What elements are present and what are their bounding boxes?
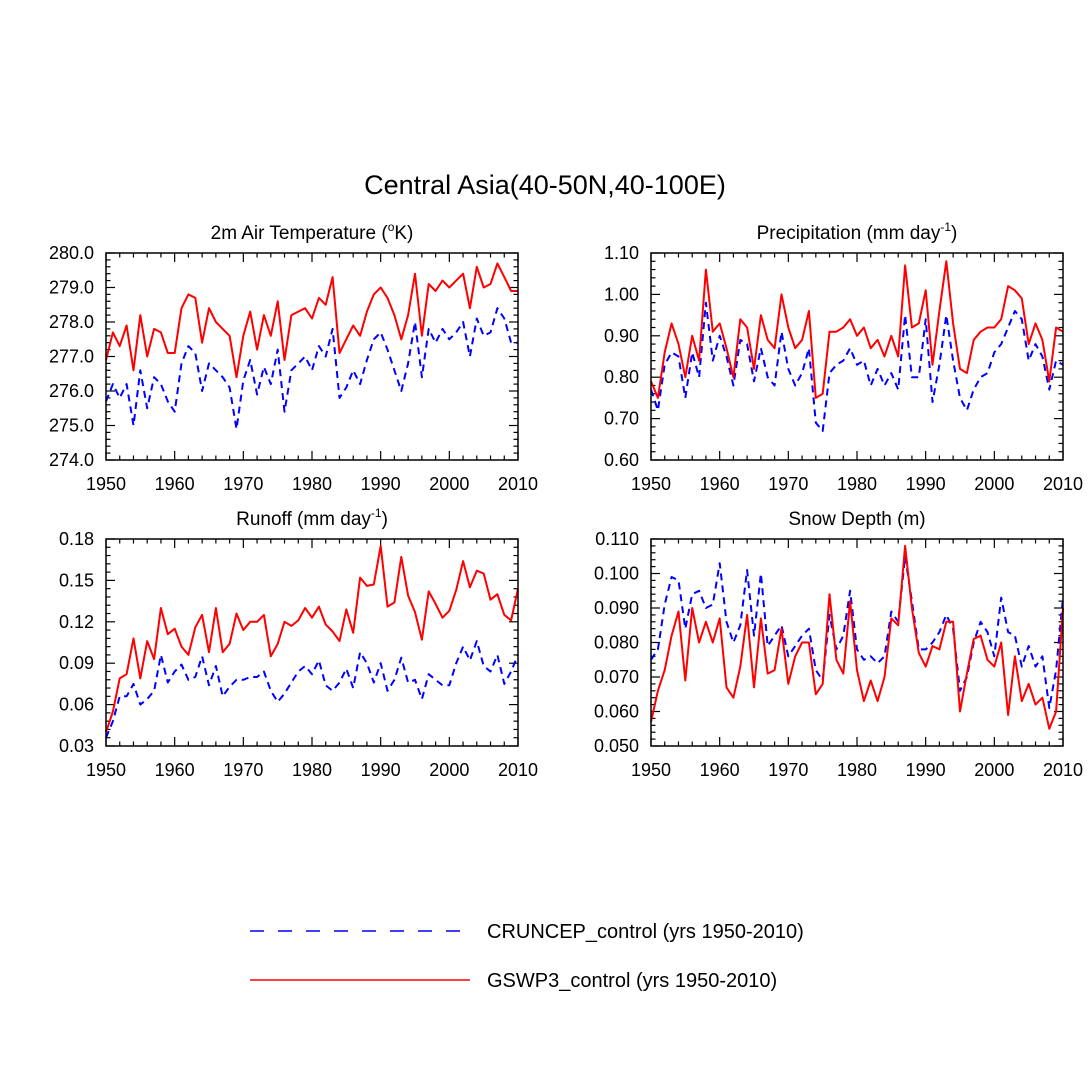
x-tick-label: 2000 bbox=[974, 474, 1014, 494]
x-tick-label: 2010 bbox=[498, 760, 538, 780]
series-line-gswp3 bbox=[105, 262, 518, 379]
panel-1: Precipitation (mm day-1) 1950 1960 1970 1980… bbox=[604, 220, 1083, 494]
x-tick-label: 1980 bbox=[837, 474, 877, 494]
panels: 2m Air Temperature (oK) 1950 1960 1970 1980 1… bbox=[49, 220, 1083, 780]
x-tick-label: 1980 bbox=[292, 474, 332, 494]
panel-title: Runoff (mm day-1) bbox=[236, 506, 388, 530]
x-tick-label: 2010 bbox=[498, 474, 538, 494]
y-tick-label: 0.70 bbox=[604, 409, 639, 429]
y-tick-label: 0.06 bbox=[59, 695, 94, 715]
y-tick-label: 279.0 bbox=[49, 278, 94, 298]
x-tick-label: 1950 bbox=[86, 474, 126, 494]
panel-title: 2m Air Temperature (oK) bbox=[211, 220, 414, 244]
x-tick-label: 1970 bbox=[768, 474, 808, 494]
y-tick-label: 0.18 bbox=[59, 529, 94, 549]
y-tick-label: 280.0 bbox=[49, 243, 94, 263]
x-tick-label: 2010 bbox=[1043, 474, 1083, 494]
plot-frame bbox=[650, 538, 1064, 747]
panel-title: Snow Depth (m) bbox=[788, 509, 925, 530]
y-tick-label: 0.09 bbox=[59, 653, 94, 673]
x-tick-label: 1980 bbox=[292, 760, 332, 780]
x-tick-label: 1970 bbox=[223, 474, 263, 494]
x-tick-label: 1960 bbox=[155, 760, 195, 780]
panel-title-main: Snow Depth (m) bbox=[788, 509, 925, 530]
series-line-gswp3 bbox=[650, 544, 1064, 730]
y-tick-label: 276.0 bbox=[49, 381, 94, 401]
x-tick-label: 1990 bbox=[906, 760, 946, 780]
y-tick-label: 0.060 bbox=[594, 702, 639, 722]
x-tick-label: 1990 bbox=[361, 474, 401, 494]
plot-frame bbox=[650, 252, 1064, 461]
y-tick-label: 0.110 bbox=[595, 529, 639, 549]
x-tick-label: 1950 bbox=[86, 760, 126, 780]
series-line-cruncep bbox=[650, 301, 1064, 432]
legend: CRUNCEP_control (yrs 1950-2010) GSWP3_co… bbox=[250, 921, 804, 992]
series-line-cruncep bbox=[105, 307, 518, 430]
panel-3: Snow Depth (m) 1950 1960 1970 1980 1990 2000 20… bbox=[594, 509, 1083, 780]
panel-title-tail: ) bbox=[951, 223, 957, 244]
panel-title-sup: o bbox=[388, 220, 395, 234]
panel-2: Runoff (mm day-1) 1950 1960 1970 1980 1990 200… bbox=[59, 506, 538, 780]
y-tick-label: 0.080 bbox=[594, 633, 639, 653]
x-tick-label: 2010 bbox=[1043, 760, 1083, 780]
x-tick-label: 1950 bbox=[631, 760, 671, 780]
plot-frame bbox=[105, 538, 519, 747]
y-tick-label: 277.0 bbox=[49, 347, 94, 367]
x-tick-label: 2000 bbox=[974, 760, 1014, 780]
panel-title-sup: -1 bbox=[371, 506, 382, 520]
x-tick-label: 1990 bbox=[906, 474, 946, 494]
panel-title-main: Precipitation (mm day bbox=[757, 223, 941, 244]
y-tick-label: 1.00 bbox=[604, 284, 639, 304]
series-line-cruncep bbox=[650, 555, 1064, 709]
y-tick-label: 0.050 bbox=[594, 736, 639, 756]
y-tick-label: 274.0 bbox=[49, 450, 94, 470]
x-tick-label: 1970 bbox=[768, 760, 808, 780]
y-tick-label: 0.15 bbox=[59, 570, 94, 590]
series-line-gswp3 bbox=[105, 544, 519, 733]
y-tick-label: 0.070 bbox=[594, 667, 639, 687]
legend-label-cruncep: CRUNCEP_control (yrs 1950-2010) bbox=[487, 921, 804, 943]
panel-title-main: 2m Air Temperature ( bbox=[211, 223, 389, 244]
x-tick-label: 1980 bbox=[837, 760, 877, 780]
y-tick-label: 0.03 bbox=[59, 736, 94, 756]
x-tick-label: 1960 bbox=[155, 474, 195, 494]
figure-title: Central Asia(40-50N,40-100E) bbox=[364, 170, 726, 200]
y-tick-label: 0.80 bbox=[604, 367, 639, 387]
panel-title-tail: ) bbox=[382, 509, 388, 530]
plot-frame bbox=[105, 252, 519, 461]
x-tick-label: 1960 bbox=[700, 760, 740, 780]
series-line-gswp3 bbox=[650, 260, 1064, 399]
x-tick-label: 1960 bbox=[700, 474, 740, 494]
x-tick-label: 2000 bbox=[429, 474, 469, 494]
legend-label-gswp3: GSWP3_control (yrs 1950-2010) bbox=[487, 970, 777, 992]
y-tick-label: 278.0 bbox=[49, 312, 94, 332]
panel-title-sup: -1 bbox=[940, 220, 951, 234]
y-tick-label: 0.90 bbox=[604, 326, 639, 346]
y-tick-label: 275.0 bbox=[49, 416, 94, 436]
panel-0: 2m Air Temperature (oK) 1950 1960 1970 1980 1… bbox=[49, 220, 538, 494]
x-tick-label: 2000 bbox=[429, 760, 469, 780]
y-tick-label: 0.60 bbox=[604, 450, 639, 470]
x-tick-label: 1970 bbox=[223, 760, 263, 780]
panel-title-main: Runoff (mm day bbox=[236, 509, 371, 530]
x-tick-label: 1990 bbox=[361, 760, 401, 780]
series-line-cruncep bbox=[105, 640, 519, 739]
y-tick-label: 0.12 bbox=[59, 612, 94, 632]
y-tick-label: 0.100 bbox=[594, 564, 639, 584]
y-tick-label: 0.090 bbox=[594, 598, 639, 618]
panel-title-tail: K) bbox=[394, 223, 413, 244]
x-tick-label: 1950 bbox=[631, 474, 671, 494]
panel-title: Precipitation (mm day-1) bbox=[757, 220, 958, 244]
y-tick-label: 1.10 bbox=[604, 243, 639, 263]
